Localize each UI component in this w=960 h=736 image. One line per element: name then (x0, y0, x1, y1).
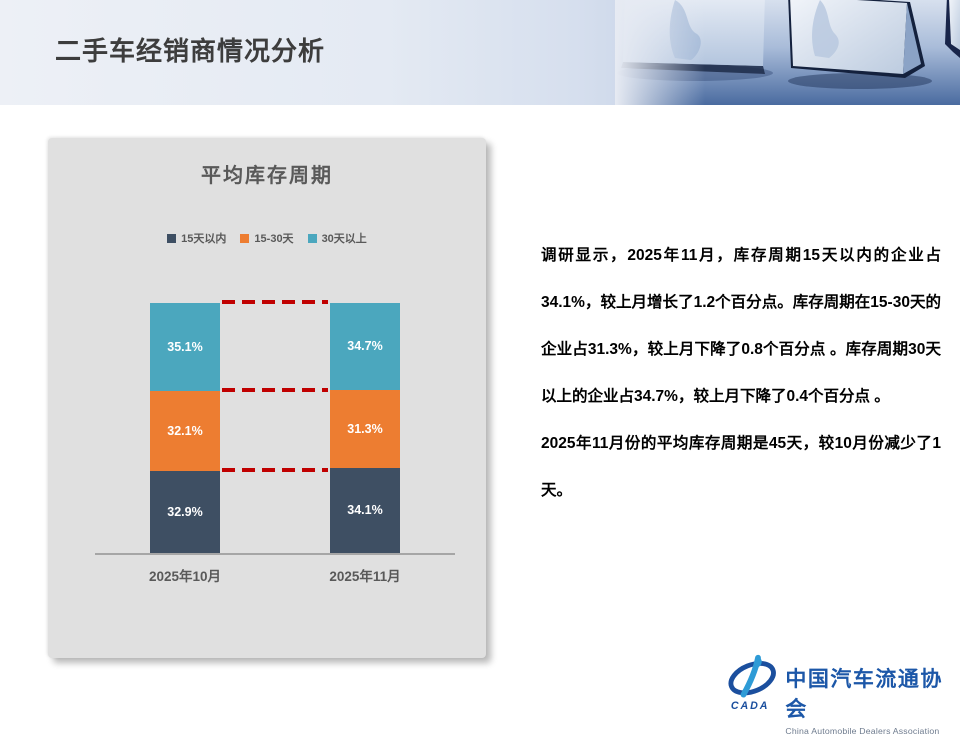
chart-title: 平均库存周期 (201, 165, 333, 187)
bar-segment: 32.9% (150, 470, 220, 553)
legend-label: 30天以上 (321, 233, 367, 245)
segment-label: 32.1% (167, 423, 203, 438)
x-axis-label: 2025年10月 (148, 569, 222, 584)
cada-logo-mark-icon: CADA (728, 654, 776, 712)
legend-item: 15-30天 (240, 230, 294, 246)
bar-segment: 35.1% (150, 303, 220, 391)
logo-name-zh: 中国汽车流通协会 (785, 668, 943, 721)
segment-label: 31.3% (347, 421, 383, 436)
stacked-bar: 35.1% 32.1% 32.9% (150, 303, 220, 553)
dashed-connector-line (222, 468, 328, 472)
legend-label: 15天以内 (181, 233, 227, 245)
dashed-connector-line (222, 300, 328, 304)
logo-text: 中国汽车流通协会 China Automobile Dealers Associ… (785, 654, 960, 736)
segment-label: 34.1% (347, 503, 383, 518)
segment-label: 35.1% (167, 339, 203, 354)
plot-area: 35.1% 32.1% 32.9% 2025年10月 34.7% 31.3% 34.1% 20… (95, 300, 455, 584)
legend-item: 30天以上 (307, 230, 367, 246)
chart-card: 平均库存周期 15天以内 15-30天 30天以上 35.1% 32.1% 32.9% 2… (48, 138, 486, 658)
bar-segment: 31.3% (330, 389, 400, 468)
legend-swatch-icon (240, 233, 250, 243)
legend-swatch-icon (307, 233, 317, 243)
x-axis-label: 2025年11月 (329, 569, 401, 584)
bar-segment: 32.1% (150, 390, 220, 471)
analysis-paragraph-1: 调研显示，2025年11月，库存周期15天以内的企业占34.1%，较上月增长了1… (541, 247, 941, 405)
segment-label: 34.7% (347, 339, 383, 354)
legend-label: 15-30天 (254, 233, 294, 245)
legend-item: 15天以内 (167, 230, 226, 246)
analysis-text: 调研显示，2025年11月，库存周期15天以内的企业占34.1%，较上月增长了1… (541, 232, 941, 514)
bar-segment: 34.1% (330, 467, 400, 553)
cada-logo: CADA 中国汽车流通协会 China Automobile Dealers A… (726, 654, 960, 736)
x-axis-line (95, 553, 455, 555)
dashed-connector-line (222, 387, 328, 392)
stacked-bar: 34.7% 31.3% 34.1% (330, 303, 400, 553)
legend-swatch-icon (167, 233, 177, 243)
segment-label: 32.9% (167, 504, 203, 519)
bar-segment: 34.7% (330, 303, 400, 390)
cubes-illustration (615, 0, 960, 105)
chart-legend: 15天以内 15-30天 30天以上 (48, 230, 486, 246)
logo-name-en: China Automobile Dealers Association (785, 726, 940, 736)
header-banner: 二手车经销商情况分析 (0, 0, 960, 105)
analysis-paragraph-2: 2025年11月份的平均库存周期是45天，较10月份减少了1天。 (541, 435, 941, 499)
page-title: 二手车经销商情况分析 (55, 36, 326, 66)
logo-acronym: CADA (731, 700, 770, 712)
